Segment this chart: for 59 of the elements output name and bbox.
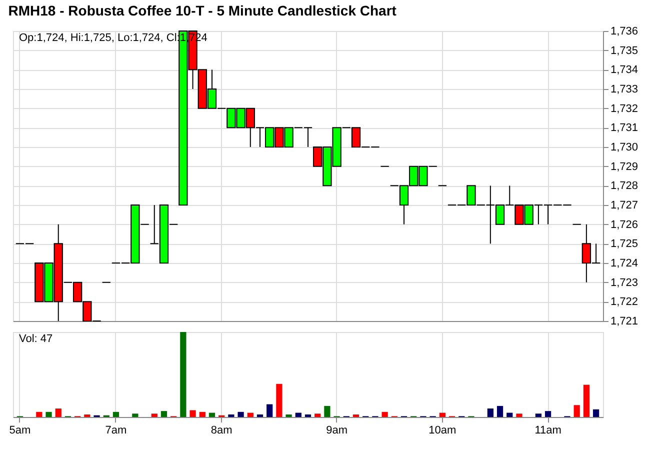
- bar: [55, 408, 62, 417]
- bar: [132, 414, 138, 417]
- bar: [439, 412, 446, 417]
- y-tick-label: 1,731: [610, 122, 638, 134]
- x-tick-label: 5am: [9, 424, 31, 436]
- bar: [208, 412, 216, 417]
- bar: [151, 414, 158, 417]
- y-tick-label: 1,724: [610, 258, 638, 270]
- x-tick-label: 9am: [326, 424, 348, 436]
- bar: [36, 412, 42, 417]
- bar: [180, 332, 186, 417]
- y-tick-label: 1,730: [610, 142, 638, 154]
- bar: [314, 414, 321, 417]
- y-tick-label: 1,728: [610, 180, 638, 192]
- bar: [46, 412, 52, 417]
- y-tick-label: 1,726: [610, 218, 638, 231]
- bar: [112, 412, 120, 417]
- y-tick-label: 1,735: [610, 44, 638, 57]
- bar: [84, 414, 90, 417]
- y-tick-label: 1,733: [610, 84, 638, 96]
- bar: [286, 414, 292, 417]
- bar: [266, 404, 273, 417]
- annotation: Vol: 47: [19, 333, 53, 345]
- bar: [544, 411, 552, 417]
- bar: [382, 412, 388, 417]
- bar: [583, 384, 590, 417]
- bar: [592, 409, 600, 417]
- x-tick-label: 10am: [428, 424, 456, 436]
- x-tick-label: 11am: [534, 424, 562, 436]
- bar: [574, 405, 580, 417]
- bar: [516, 414, 522, 417]
- y-tick-label: 1,725: [610, 238, 638, 250]
- y-tick-label: 1,723: [610, 276, 638, 289]
- bar: [487, 408, 494, 417]
- bar: [276, 384, 282, 417]
- y-tick-label: 1,721: [610, 316, 638, 328]
- bar: [506, 412, 513, 417]
- x-tick-label: 8am: [210, 424, 232, 436]
- bar: [496, 406, 504, 417]
- bar: [228, 414, 234, 417]
- bar: [295, 412, 302, 417]
- bar: [535, 414, 542, 417]
- bar: [324, 406, 330, 417]
- y-tick-label: 1,734: [610, 64, 638, 76]
- y-tick-label: 1,729: [610, 160, 638, 173]
- chart-title: RMH18 - Robusta Coffee 10-T - 5 Minute Candlestick Chart: [8, 2, 397, 18]
- bar: [190, 410, 196, 417]
- x-tick-label: 7am: [105, 424, 127, 436]
- bar: [247, 412, 254, 417]
- bar: [304, 414, 312, 417]
- y-tick-label: 1,722: [610, 296, 638, 308]
- bar: [352, 414, 360, 417]
- y-tick-label: 1,727: [610, 200, 638, 212]
- bar: [256, 414, 264, 417]
- y-tick-label: 1,736: [610, 26, 638, 38]
- y-tick-label: 1,732: [610, 102, 638, 115]
- bar: [238, 412, 244, 417]
- bar: [199, 412, 206, 417]
- bar: [160, 411, 168, 417]
